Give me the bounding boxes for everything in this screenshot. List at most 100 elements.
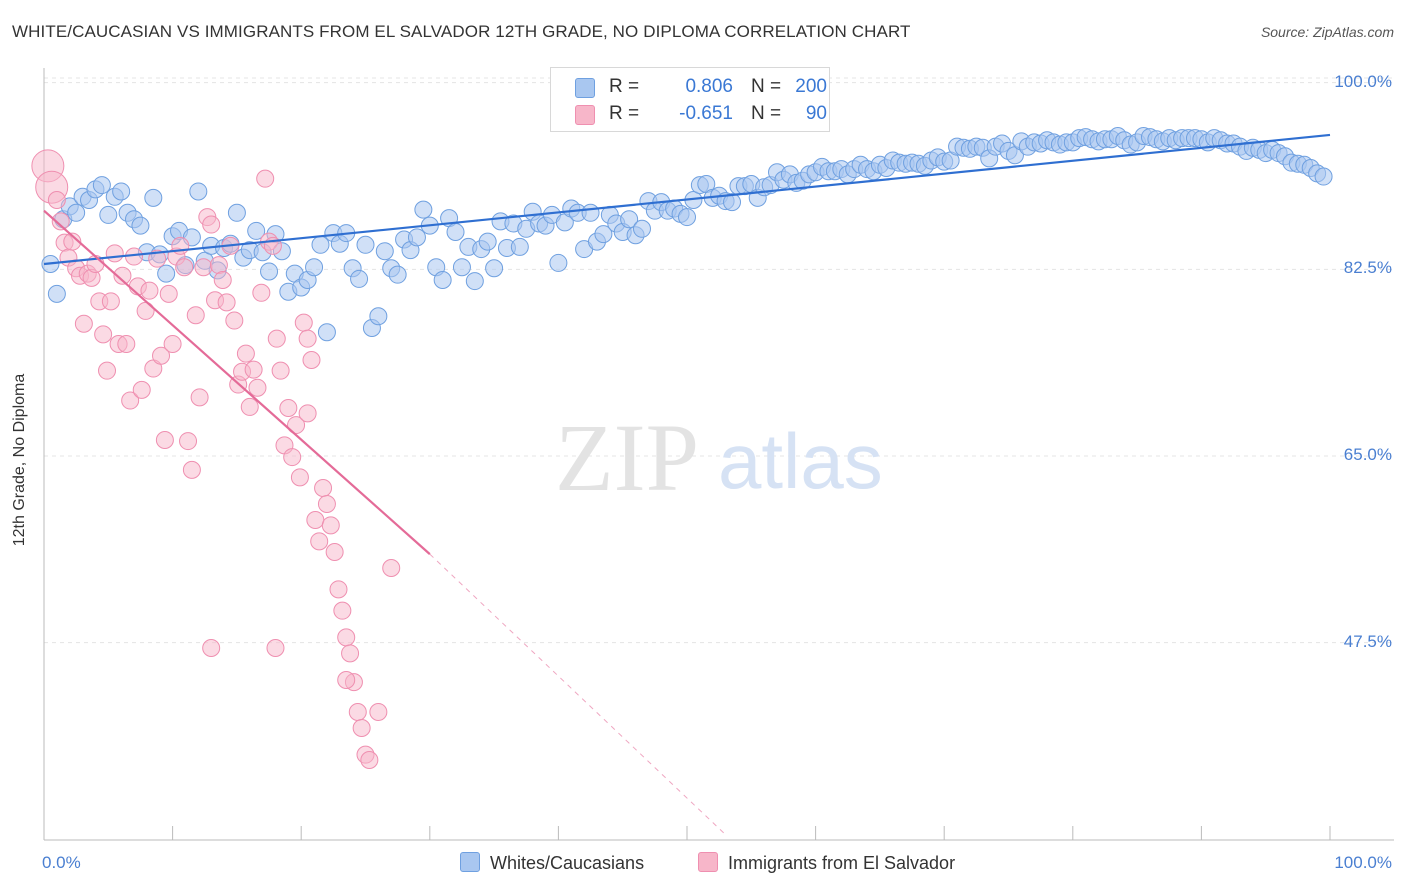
legend-r-label: R = (609, 76, 640, 97)
el-salvador-point-14 (94, 325, 113, 344)
whites-point-34 (260, 262, 279, 281)
whites-point-52 (375, 242, 394, 261)
el-salvador-point-35 (175, 258, 194, 277)
bottom-legend-label-el-salvador: Immigrants from El Salvador (728, 853, 956, 873)
el-salvador-point-51 (236, 344, 255, 363)
el-salvador-point-56 (256, 169, 275, 188)
el-salvador-point-26 (140, 281, 159, 300)
el-salvador-point-64 (287, 416, 306, 435)
el-salvador-point-85 (266, 639, 285, 657)
el-salvador-point-63 (283, 448, 302, 467)
bottom-legend-whites: Whites/Caucasians (460, 852, 644, 876)
el-salvador-point-39 (190, 388, 209, 407)
whites-point-29 (227, 203, 246, 222)
el-salvador-point-31 (159, 284, 178, 303)
series-whites-points (41, 127, 1333, 342)
el-salvador-point-72 (317, 495, 336, 513)
el-salvador-point-32 (163, 335, 182, 353)
watermark-zip: ZIP (555, 404, 699, 511)
whites-point-99 (678, 208, 696, 227)
whites-point-61 (433, 271, 452, 289)
el-salvador-point-76 (333, 601, 352, 620)
legend-r-value: 0.806 (685, 76, 733, 97)
el-salvador-point-42 (202, 215, 221, 234)
el-salvador-point-78 (341, 644, 360, 663)
el-salvador-point-21 (121, 391, 140, 410)
legend-n-label: N = (751, 76, 782, 97)
legend-swatch-el-salvador (575, 105, 595, 125)
whites-point-42 (311, 235, 330, 254)
whites-point-16 (144, 188, 163, 207)
whites-point-86 (594, 225, 613, 244)
el-salvador-point-88 (382, 559, 401, 577)
series-el-salvador-points (31, 149, 401, 769)
el-salvador-point-65 (290, 468, 309, 487)
bottom-legend-el-salvador: Immigrants from El Salvador (698, 852, 955, 876)
whites-point-8 (92, 176, 111, 195)
el-salvador-point-74 (325, 543, 344, 561)
whites-point-11 (112, 182, 131, 201)
el-salvador-point-44 (209, 256, 228, 275)
whites-point-90 (620, 210, 639, 229)
el-salvador-point-53 (244, 360, 263, 379)
whites-point-23 (189, 182, 208, 201)
chart-title: WHITE/CAUCASIAN VS IMMIGRANTS FROM EL SA… (12, 22, 911, 41)
el-salvador-point-84 (202, 639, 221, 657)
el-salvador-point-2 (47, 191, 66, 209)
el-salvador-point-30 (155, 431, 174, 449)
legend-swatch-whites (575, 78, 595, 98)
el-salvador-point-40 (194, 258, 213, 277)
whites-point-14 (131, 216, 150, 235)
whites-point-32 (247, 221, 266, 240)
el-salvador-point-9 (74, 314, 93, 333)
whites-point-79 (549, 253, 568, 272)
el-salvador-point-86 (337, 671, 356, 689)
el-salvador-point-29 (152, 346, 171, 365)
whites-point-68 (478, 232, 497, 251)
el-salvador-point-24 (132, 380, 151, 399)
whites-point-64 (452, 258, 471, 277)
el-salvador-point-54 (248, 378, 267, 397)
bottom-legend-label-whites: Whites/Caucasians (490, 853, 645, 873)
legend-box: R = 0.806 N = 200 R = -0.651 N = 90 (550, 67, 830, 132)
whites-point-48 (350, 269, 369, 288)
watermark: ZIP atlas (555, 404, 883, 511)
y-tick-label-2: 65.0% (1343, 445, 1392, 464)
el-salvador-point-45 (213, 271, 232, 289)
el-salvador-point-81 (352, 719, 371, 737)
whites-trend-line (43, 133, 1331, 266)
whites-point-69 (485, 259, 504, 278)
whites-point-58 (414, 200, 433, 219)
el-salvador-point-28 (148, 249, 167, 268)
x-tick-label-max: 100.0% (1334, 853, 1392, 872)
el-salvador-point-3 (51, 212, 70, 231)
whites-point-198 (1314, 167, 1333, 186)
legend-n-value: 90 (805, 103, 827, 124)
el-salvador-point-36 (179, 432, 198, 451)
el-salvador-point-16 (101, 292, 120, 311)
whites-point-84 (581, 203, 600, 222)
whites-point-43 (317, 323, 336, 342)
watermark-atlas: atlas (718, 417, 883, 505)
el-salvador-point-87 (369, 703, 388, 721)
el-salvador-point-60 (271, 361, 290, 380)
el-salvador-point-52 (240, 397, 259, 416)
whites-point-49 (356, 235, 375, 254)
el-salvador-point-68 (302, 351, 321, 369)
whites-point-18 (157, 264, 176, 283)
legend-r-label: R = (609, 103, 640, 124)
whites-point-9 (99, 205, 118, 224)
el-salvador-trend-extension (429, 553, 726, 836)
el-salvador-point-17 (105, 244, 124, 263)
el-salvador-point-37 (182, 460, 201, 479)
el-salvador-point-6 (63, 232, 82, 251)
whites-point-51 (369, 307, 388, 326)
source-label: Source: ZipAtlas.com (1260, 24, 1394, 40)
x-tick-label-min: 0.0% (42, 853, 81, 872)
el-salvador-point-48 (225, 311, 244, 330)
legend-n-label: N = (751, 103, 782, 124)
whites-point-1 (47, 284, 66, 303)
whites-point-73 (510, 237, 529, 256)
el-salvador-point-70 (310, 532, 329, 551)
el-salvador-point-89 (298, 404, 317, 423)
